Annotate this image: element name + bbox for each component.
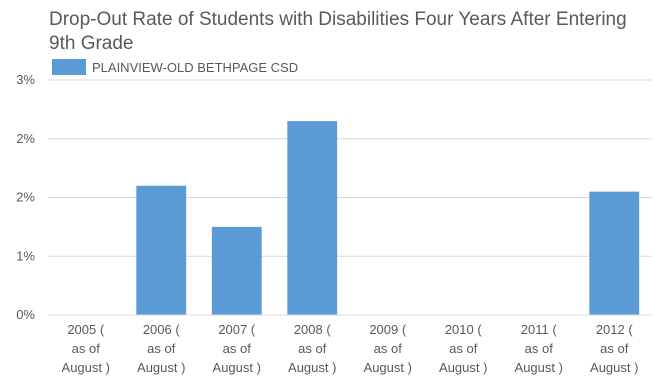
y-axis-ticks: 0% 1% 2% 2% 3% — [16, 72, 35, 322]
bar — [136, 185, 187, 315]
x-tick-label: 2008 (as of August ) — [288, 322, 336, 375]
y-tick-label: 2% — [16, 190, 35, 205]
legend-label: PLAINVIEW-OLD BETHPAGE CSD — [92, 59, 299, 75]
bar — [589, 191, 640, 315]
y-tick-label: 3% — [16, 72, 35, 87]
bar — [287, 121, 338, 315]
x-tick-label: 2007 (as of August ) — [213, 322, 261, 375]
bars — [136, 121, 640, 315]
x-tick-label: 2011 (as of August ) — [515, 322, 563, 375]
legend: PLAINVIEW-OLD BETHPAGE CSD — [52, 59, 298, 75]
x-tick-label: 2012 (as of August ) — [590, 322, 638, 375]
y-tick-label: 2% — [16, 131, 35, 146]
x-tick-label: 2005 (as of August ) — [62, 322, 110, 375]
x-tick-label: 2006 (as of August ) — [137, 322, 185, 375]
y-tick-label: 1% — [16, 248, 35, 263]
x-axis-ticks: 2005 (as of August ) 2006 (as of August ) 20… — [62, 322, 639, 375]
y-tick-label: 0% — [16, 307, 35, 322]
bar — [211, 226, 262, 315]
x-tick-label: 2010 (as of August ) — [439, 322, 487, 375]
chart-title: Drop-Out Rate of Students with Disabilit… — [49, 9, 627, 54]
legend-swatch — [52, 59, 86, 75]
x-tick-label: 2009 (as of August ) — [364, 322, 412, 375]
